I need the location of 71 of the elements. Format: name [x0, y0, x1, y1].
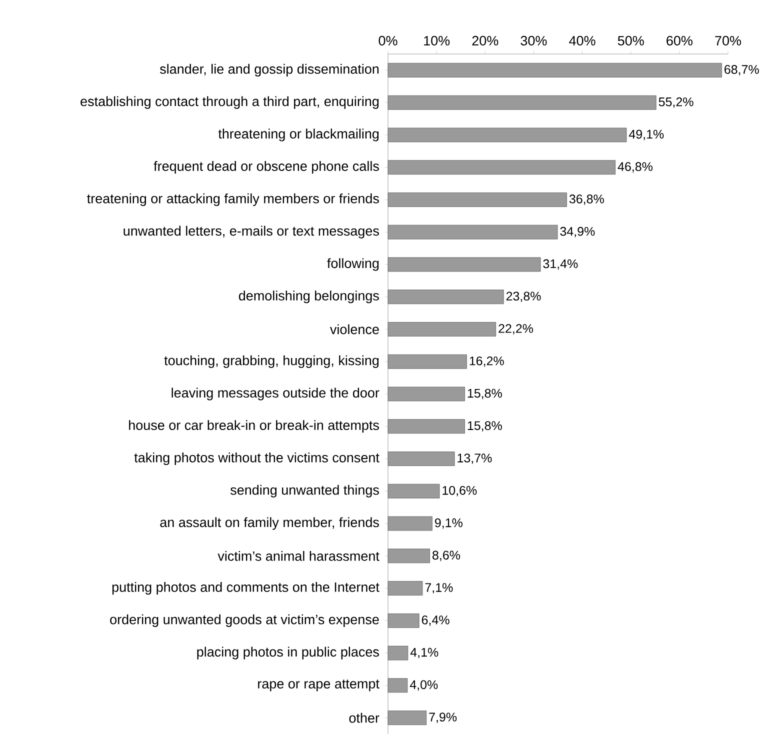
bar [388, 516, 432, 531]
data-label: 15,8% [468, 388, 502, 400]
x-tick-label: 40% [569, 36, 596, 46]
bar [388, 386, 465, 402]
x-tick-label: 30% [520, 36, 547, 46]
data-label: 31,4% [543, 259, 578, 270]
data-label: 8,6% [432, 550, 460, 562]
y-tick-label: demolishing belongings [238, 290, 379, 304]
bar [388, 452, 455, 466]
bar [388, 290, 504, 304]
y-tick-label: rape or rape attempt [258, 680, 380, 692]
y-tick-label: threatening or blackmailing [218, 128, 379, 142]
bar [388, 224, 558, 240]
bar [388, 160, 616, 175]
x-tick-label: 10% [424, 36, 450, 46]
y-tick-label: sending unwanted things [230, 484, 379, 498]
data-label: 23,8% [506, 292, 541, 302]
x-tick-label: 60% [666, 36, 692, 46]
bar [388, 62, 722, 78]
y-tick-label: placing photos in public places [197, 646, 379, 660]
y-tick-label: unwanted letters, e-mails or text messages [124, 226, 379, 238]
data-label: 13,7% [458, 454, 492, 464]
x-tick-label: 0% [378, 36, 398, 46]
y-tick-label: putting photos and comments on the Internet [112, 582, 380, 595]
bar [388, 322, 496, 336]
y-tick-label: touching, grabbing, hugging, kissing [164, 355, 379, 368]
data-label: 4,1% [410, 648, 438, 658]
y-tick-label: an assault on family member, friends [160, 517, 379, 530]
bar [388, 95, 656, 110]
y-tick-label: victim’s animal harassment [218, 550, 380, 561]
y-tick-label: ordering unwanted goods at victim’s expense [110, 614, 379, 627]
bar [388, 678, 408, 693]
data-label: 16,2% [470, 356, 504, 367]
data-label: 68,7% [724, 65, 759, 76]
bar [388, 548, 430, 564]
x-tick-label: 70% [715, 36, 742, 46]
bar [388, 646, 408, 660]
data-label: 55,2% [658, 97, 694, 108]
bar [388, 128, 627, 142]
data-label: 10,6% [442, 486, 477, 496]
x-tick-label: 20% [472, 36, 498, 46]
data-label: 7,9% [429, 712, 457, 723]
data-label: 4,0% [410, 680, 438, 691]
data-label: 15,8% [468, 421, 502, 432]
bar [388, 354, 467, 369]
data-label: 22,2% [498, 324, 534, 334]
data-label: 6,4% [422, 616, 450, 626]
y-tick-label: other [349, 712, 380, 723]
bar [388, 613, 420, 628]
bar [388, 192, 567, 207]
data-label: 36,8% [569, 194, 604, 205]
bar [388, 419, 465, 434]
y-tick-label: frequent dead or obscene phone calls [154, 161, 379, 174]
data-label: 46,8% [618, 162, 653, 172]
bar [388, 484, 440, 498]
y-tick-label: leaving messages outside the door [172, 388, 380, 400]
data-label: 7,1% [425, 583, 453, 594]
y-tick-label: treatening or attacking family members or friends [87, 193, 379, 206]
y-tick-label: violence [330, 324, 379, 334]
y-tick-label: establishing contact through a third part, enquiring [80, 96, 379, 109]
data-label: 34,9% [560, 226, 595, 238]
bar [388, 257, 541, 272]
y-tick-label: house or car break-in or break-in attempts [129, 420, 379, 433]
data-label: 9,1% [434, 518, 462, 529]
y-tick-label: following [327, 258, 379, 271]
x-tick-label: 50% [618, 36, 644, 46]
bar [388, 581, 423, 596]
data-label: 49,1% [628, 130, 664, 140]
y-tick-label: slander, lie and gossip dissemination [160, 64, 379, 76]
y-tick-label: taking photos without the victims consent [134, 452, 380, 466]
bar [388, 710, 427, 726]
